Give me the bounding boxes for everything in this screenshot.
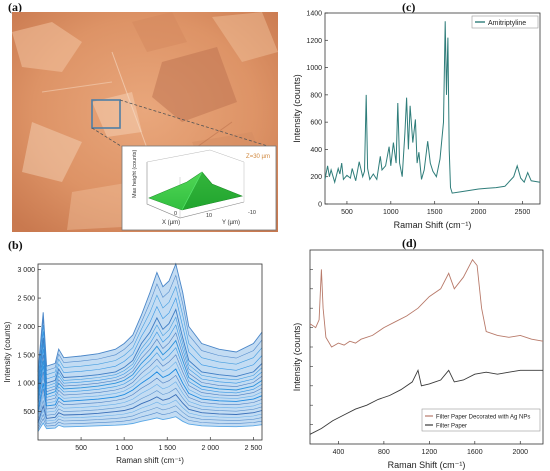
inset-x-tick: 0 bbox=[174, 211, 177, 217]
spectra-envelope bbox=[38, 264, 262, 432]
spectrum-line-interp bbox=[37, 387, 263, 421]
x-axis-label: Raman Shift (cm⁻¹) bbox=[394, 220, 472, 230]
legend-box bbox=[471, 15, 539, 29]
series-line-filter-paper bbox=[309, 368, 543, 435]
x-tick-label: 500 bbox=[75, 445, 87, 452]
y-tick-label: 600 bbox=[310, 120, 322, 127]
y-tick-label: 1 500 bbox=[17, 352, 35, 359]
x-tick-label: 400 bbox=[333, 449, 345, 456]
spectrum-line-interp bbox=[37, 361, 263, 409]
plot-frame bbox=[37, 263, 263, 441]
spectrum-line-interp bbox=[37, 381, 263, 418]
y-tick-label: 1000 bbox=[306, 65, 322, 72]
x-tick-label: 1 500 bbox=[158, 445, 176, 452]
x-tick-label: 1500 bbox=[427, 209, 443, 216]
inset-y-tick-2: -10 bbox=[248, 210, 256, 216]
panel-label-b: (b) bbox=[8, 238, 23, 252]
inset-z-axis: Max height (counts) bbox=[132, 150, 138, 198]
y-tick-label: 0 bbox=[318, 202, 322, 209]
spectrum-line-interp bbox=[37, 405, 263, 428]
spectrum-line bbox=[37, 394, 263, 424]
y-tick-label: 200 bbox=[310, 174, 322, 181]
y-tick-label: 2 000 bbox=[17, 324, 35, 331]
spectrum-line-interp bbox=[37, 374, 263, 415]
x-tick-label: 1600 bbox=[467, 449, 483, 456]
panel-label-c: (c) bbox=[402, 0, 416, 14]
spectrum-line-interp bbox=[37, 347, 263, 404]
legend-label: Amitriptyline bbox=[488, 20, 526, 27]
x-axis-label: Raman Shift (cm⁻¹) bbox=[388, 460, 466, 470]
spectrum-line bbox=[37, 262, 263, 372]
selection-box bbox=[91, 99, 121, 129]
inset-y-tick-1: 10 bbox=[206, 213, 212, 219]
y-tick-label: 800 bbox=[310, 92, 322, 99]
spectrum-line-interp bbox=[37, 332, 263, 398]
chart-c-amitriptyline: 0 200 400 600 800 1000 1200 1400 500 1000 1500 2000… bbox=[292, 11, 541, 230]
x-tick-label: 1 000 bbox=[115, 445, 133, 452]
chart-b-raman-map-spectra: 500 1 000 1 500 2 000 2 500 3 000 500 1 000 1 50… bbox=[3, 262, 263, 465]
panel-label-a: (a) bbox=[8, 0, 22, 14]
inset-y-axis: Y (µm) bbox=[222, 220, 240, 226]
x-tick-label: 1200 bbox=[422, 449, 438, 456]
x-tick-label: 2 000 bbox=[202, 445, 220, 452]
inset-3d-plot bbox=[121, 145, 277, 231]
x-tick-label: 800 bbox=[378, 449, 390, 456]
y-tick-label: 500 bbox=[23, 409, 35, 416]
spectrum-line bbox=[37, 368, 263, 412]
chart-d-filter-paper: 400 800 1200 1600 2000 Raman Shift (cm⁻¹) Inte… bbox=[292, 249, 544, 470]
inset-z-label: Z=30 µm bbox=[246, 154, 270, 160]
y-tick-label: 400 bbox=[310, 147, 322, 154]
y-axis-label: Intensity (counts) bbox=[3, 321, 12, 382]
legend-label: Filter Paper bbox=[436, 424, 467, 430]
y-tick-label: 2 500 bbox=[17, 296, 35, 303]
y-tick-label: 1200 bbox=[306, 38, 322, 45]
spectrum-line-interp bbox=[37, 274, 263, 377]
micrograph-image: Z=30 µm Max height (counts) X (µm) Y (µm… bbox=[12, 12, 278, 232]
y-tick-label: 1 000 bbox=[17, 381, 35, 388]
spectrum-line-interp bbox=[37, 316, 263, 392]
plot-frame bbox=[324, 12, 541, 205]
series-line-ag-nps bbox=[309, 258, 544, 348]
x-axis-label: Raman shift (cm⁻¹) bbox=[116, 456, 184, 465]
x-tick-label: 2500 bbox=[515, 209, 531, 216]
spectrum-line bbox=[37, 416, 263, 432]
x-tick-label: 1000 bbox=[383, 209, 399, 216]
spectrum-line-interp bbox=[37, 285, 263, 381]
y-tick-label: 3 000 bbox=[17, 267, 35, 274]
y-axis-label: Intensity (counts) bbox=[292, 323, 302, 392]
spectrum-line bbox=[37, 308, 263, 389]
inset-x-axis: X (µm) bbox=[162, 220, 180, 226]
legend-box bbox=[421, 408, 541, 432]
x-tick-label: 500 bbox=[341, 209, 353, 216]
micrograph-svg: Z=30 µm Max height (counts) X (µm) Y (µm… bbox=[12, 12, 278, 232]
spectrum-line bbox=[37, 339, 263, 401]
spectrum-line-interp bbox=[37, 399, 263, 426]
spectrum-line-interp bbox=[37, 324, 263, 395]
spectrum-line-interp bbox=[37, 410, 263, 430]
panel-label-d: (d) bbox=[402, 236, 417, 250]
legend-label: Filter Paper Decorated with Ag NPs bbox=[436, 415, 530, 421]
y-axis-label: Intensity (counts) bbox=[292, 74, 302, 143]
series-line-amitriptyline bbox=[324, 21, 541, 194]
x-tick-label: 2000 bbox=[512, 449, 528, 456]
spectrum-line-interp bbox=[37, 297, 263, 385]
spectrum-line-interp bbox=[37, 354, 263, 406]
y-tick-label: 1400 bbox=[306, 11, 322, 18]
x-tick-label: 2000 bbox=[471, 209, 487, 216]
x-tick-label: 2 500 bbox=[245, 445, 263, 452]
